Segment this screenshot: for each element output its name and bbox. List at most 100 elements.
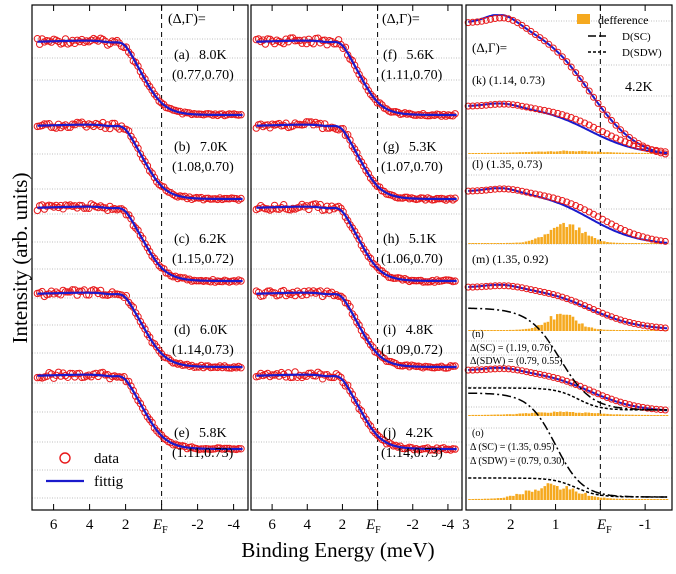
data-point	[621, 399, 629, 407]
difference-bar	[537, 490, 540, 500]
difference-bar	[468, 330, 471, 331]
x-tick-label: 1	[552, 517, 560, 533]
data-point	[328, 373, 336, 382]
difference-bar	[534, 412, 537, 416]
data-point	[617, 398, 624, 406]
data-point	[75, 287, 84, 295]
data-point	[47, 370, 56, 378]
difference-bar	[552, 411, 556, 416]
data-point	[585, 304, 593, 311]
difference-bar	[650, 153, 653, 154]
data-point	[362, 82, 370, 91]
difference-bar	[505, 496, 509, 500]
data-point	[567, 200, 575, 208]
data-point	[99, 35, 107, 44]
curve-params-f: (1.11,0.70)	[381, 68, 443, 83]
data-point	[608, 132, 615, 140]
curve-label-c: (c) 6.2K	[174, 232, 227, 247]
difference-bar	[606, 498, 609, 500]
data-point	[155, 97, 163, 105]
data-point	[523, 103, 530, 111]
curve-label-h: (h) 5.1K	[383, 232, 436, 247]
difference-bar	[527, 328, 531, 331]
fit-curve	[37, 373, 243, 451]
difference-bar	[556, 412, 559, 416]
data-point	[167, 357, 175, 365]
curve-label-a: (a) 8.0K	[174, 48, 227, 63]
difference-bar	[496, 414, 500, 416]
difference-bar	[665, 415, 669, 416]
difference-bar	[515, 242, 518, 244]
data-point	[364, 86, 372, 95]
data-point	[563, 198, 571, 206]
data-point	[366, 174, 375, 182]
difference-bar	[615, 414, 619, 416]
data-point	[136, 150, 145, 158]
ef-tick-right: EF	[596, 517, 612, 536]
data-point	[430, 446, 439, 454]
difference-bar	[593, 413, 597, 416]
difference-bar	[640, 243, 644, 244]
data-point	[464, 283, 472, 291]
difference-bar	[537, 151, 540, 154]
data-point	[353, 231, 361, 240]
data-point	[572, 69, 580, 77]
data-point	[350, 145, 359, 153]
data-point	[491, 100, 499, 108]
panel-middle-frame	[250, 4, 463, 511]
difference-bar	[634, 330, 637, 331]
difference-bar	[556, 226, 559, 244]
difference-bar	[590, 236, 594, 244]
data-point	[626, 401, 633, 409]
data-point	[590, 93, 598, 101]
data-point	[266, 35, 274, 43]
data-point	[491, 282, 499, 290]
data-point	[612, 134, 620, 142]
difference-bar	[578, 323, 581, 331]
difference-bar	[640, 414, 644, 416]
data-point	[531, 287, 539, 294]
data-point	[509, 282, 517, 290]
data-point	[590, 306, 598, 313]
difference-bar	[593, 496, 597, 500]
panel-left-frame	[31, 4, 249, 511]
difference-bar	[665, 499, 669, 500]
difference-bar	[571, 224, 575, 244]
data-point	[366, 422, 375, 430]
data-point	[469, 366, 477, 374]
difference-bar	[596, 413, 600, 416]
data-point	[545, 289, 553, 297]
data-point	[652, 323, 660, 331]
data-point	[464, 187, 472, 195]
difference-bar	[634, 499, 637, 500]
data-point	[141, 157, 149, 166]
difference-bar	[568, 412, 572, 416]
difference-bar	[534, 151, 537, 154]
data-point	[132, 309, 140, 317]
difference-bar	[552, 319, 556, 331]
data-point	[305, 369, 313, 378]
difference-bar	[468, 243, 471, 244]
data-point	[337, 125, 345, 133]
data-point	[518, 187, 526, 195]
difference-bar	[546, 233, 550, 244]
data-point	[282, 119, 290, 127]
data-point	[491, 185, 499, 193]
difference-bar	[537, 237, 540, 244]
difference-bar	[584, 231, 587, 244]
difference-bar	[646, 330, 650, 331]
difference-bar	[581, 323, 584, 331]
curve-label-n: (n)	[472, 329, 484, 340]
data-point	[40, 120, 49, 128]
difference-bar	[502, 414, 506, 416]
data-point	[369, 426, 377, 435]
ef-tick-middle: EF	[365, 517, 381, 536]
data-point	[120, 206, 128, 215]
curve-label-f: (f) 5.6K	[383, 48, 434, 63]
difference-bar	[612, 414, 615, 416]
difference-bar	[653, 330, 656, 331]
data-point	[82, 204, 91, 212]
data-point	[643, 322, 651, 330]
difference-bar	[599, 497, 603, 500]
data-point	[603, 111, 611, 119]
